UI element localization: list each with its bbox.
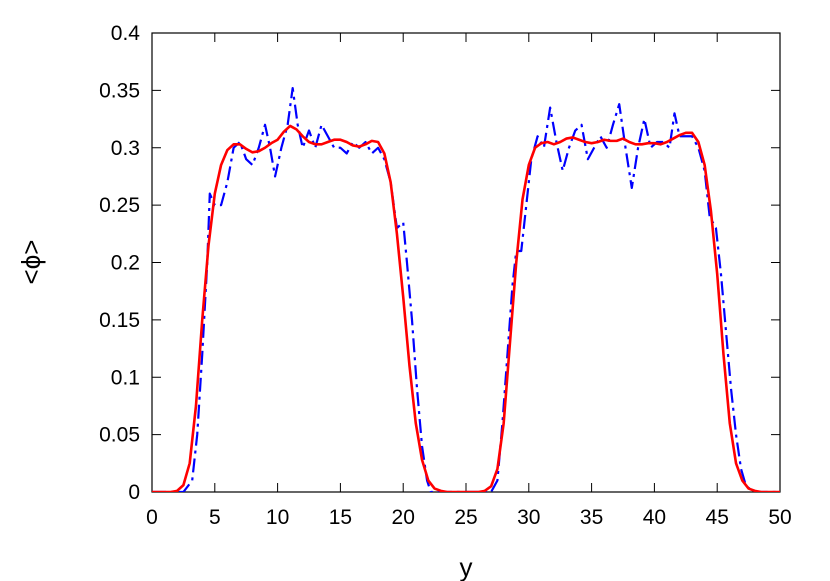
x-tick-label: 0 — [146, 506, 158, 529]
x-tick-label: 10 — [266, 506, 289, 529]
x-tick-label: 25 — [454, 506, 477, 529]
x-tick-label: 45 — [706, 506, 729, 529]
y-tick-label: 0.05 — [99, 424, 140, 447]
x-tick-label: 15 — [329, 506, 352, 529]
x-tick-label: 40 — [643, 506, 666, 529]
y-tick-label: 0.15 — [99, 309, 140, 332]
x-tick-label: 5 — [209, 506, 221, 529]
series-line-solid — [152, 124, 780, 492]
x-tick-label: 20 — [392, 506, 415, 529]
y-tick-label: 0.3 — [111, 137, 140, 160]
x-tick-label: 35 — [580, 506, 603, 529]
series-line-dashdot — [152, 86, 780, 492]
y-tick-label: 0.2 — [111, 252, 140, 275]
x-axis-title: y — [460, 552, 473, 581]
plot-frame — [151, 32, 781, 493]
x-tick-label: 50 — [768, 506, 791, 529]
y-tick-label: 0.1 — [111, 366, 140, 389]
y-tick-label: 0.4 — [111, 22, 141, 45]
y-tick-label: 0.25 — [99, 194, 140, 217]
y-tick-label: 0.35 — [99, 79, 140, 102]
y-tick-label: 0 — [128, 481, 140, 504]
y-axis-title: <ϕ> — [16, 240, 46, 285]
x-tick-label: 30 — [517, 506, 540, 529]
